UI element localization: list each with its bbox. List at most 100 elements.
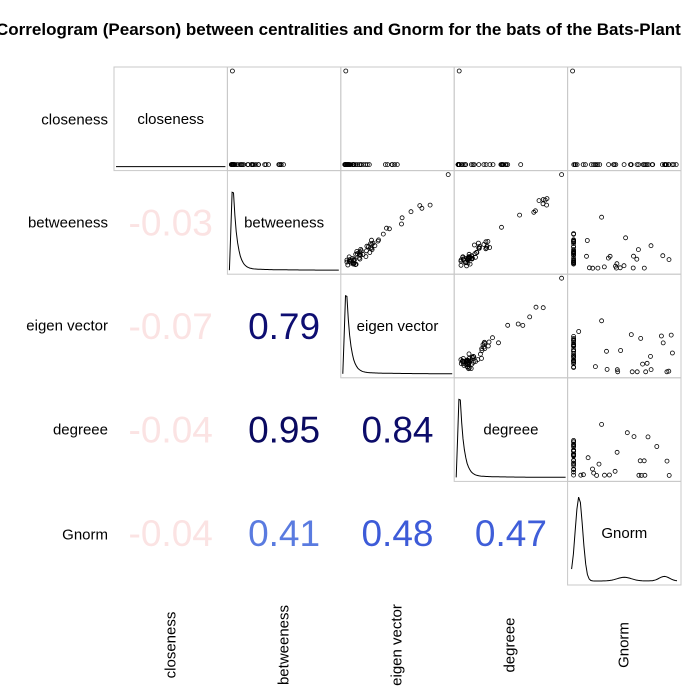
scatter-point-betweeness-gnorm <box>571 252 576 258</box>
scatter-point-eigen-vector-gnorm <box>634 369 640 375</box>
scatter-point-degreee-gnorm <box>614 449 620 455</box>
scatter-point-betweeness-eigen-vector <box>408 209 414 215</box>
scatter-point-closeness-gnorm <box>634 162 640 168</box>
density-curve-gnorm <box>571 496 678 582</box>
diagonal-label-betweeness: betweeness <box>244 214 324 231</box>
scatter-point-betweeness-eigen-vector <box>370 240 376 246</box>
scatter-point-eigen-vector-gnorm <box>648 353 653 359</box>
scatter-point-betweeness-gnorm <box>587 265 592 271</box>
scatter-point-closeness-betweeness <box>239 162 245 168</box>
scatter-point-closeness-eigen-vector <box>355 162 361 168</box>
scatter-point-closeness-eigen-vector <box>382 162 388 168</box>
scatter-point-closeness-degreee <box>476 162 482 168</box>
scatter-point-eigen-vector-gnorm <box>599 318 604 324</box>
scatter-point-eigen-vector-gnorm <box>571 355 576 361</box>
scatter-point-closeness-gnorm <box>570 68 575 74</box>
scatter-point-betweeness-degreee <box>559 172 564 178</box>
panel-closeness-gnorm <box>567 66 682 172</box>
scatter-point-betweeness-eigen-vector <box>358 252 364 258</box>
scatter-point-betweeness-degreee <box>536 198 542 204</box>
scatter-point-betweeness-eigen-vector <box>386 226 392 232</box>
scatter-point-degreee-gnorm <box>571 448 576 454</box>
correlation-value-gnorm-eigen-vector: 0.48 <box>361 513 433 554</box>
scatter-point-eigen-vector-degreee <box>466 361 472 367</box>
scatter-point-degreee-gnorm <box>631 434 637 440</box>
scatter-point-closeness-eigen-vector <box>356 162 362 168</box>
panel-closeness-betweeness <box>226 66 342 172</box>
scatter-point-closeness-eigen-vector <box>392 162 398 168</box>
scatter-point-closeness-gnorm <box>580 162 586 168</box>
correlation-value-eigen-vector-betweeness: 0.79 <box>248 306 320 347</box>
scatter-point-eigen-vector-gnorm <box>644 360 650 366</box>
scatter-point-eigen-vector-degreee <box>469 361 475 367</box>
scatter-point-degreee-gnorm <box>642 472 648 478</box>
scatter-point-closeness-betweeness <box>229 68 235 74</box>
scatter-point-eigen-vector-degreee <box>479 355 484 361</box>
scatter-point-closeness-gnorm <box>628 162 633 168</box>
scatter-point-closeness-gnorm <box>595 162 601 168</box>
scatter-point-eigen-vector-degreee <box>515 321 521 327</box>
scatter-point-betweeness-eigen-vector <box>346 258 352 264</box>
scatter-point-degreee-gnorm <box>624 430 630 436</box>
scatter-point-betweeness-degreee <box>462 260 468 266</box>
scatter-point-closeness-gnorm <box>662 162 668 168</box>
scatter-point-closeness-gnorm <box>611 162 617 168</box>
scatter-point-eigen-vector-gnorm <box>638 335 644 341</box>
scatter-point-eigen-vector-degreee <box>459 358 465 364</box>
scatter-point-betweeness-eigen-vector <box>417 203 423 209</box>
scatter-point-betweeness-degreee <box>475 240 481 246</box>
scatter-point-eigen-vector-degreee <box>466 351 472 357</box>
diagonal-label-closeness: closeness <box>137 111 204 128</box>
scatter-point-betweeness-eigen-vector <box>368 241 373 247</box>
scatter-point-eigen-vector-gnorm <box>576 329 582 334</box>
scatter-point-closeness-degreee <box>500 162 506 168</box>
scatter-point-betweeness-gnorm <box>571 239 576 245</box>
scatter-point-eigen-vector-gnorm <box>593 364 598 370</box>
scatter-point-closeness-betweeness <box>281 162 286 168</box>
scatter-point-closeness-betweeness <box>233 162 239 168</box>
correlation-value-degreee-closeness: -0.04 <box>129 410 213 451</box>
scatter-point-closeness-gnorm <box>613 162 619 168</box>
scatter-point-closeness-gnorm <box>583 162 588 168</box>
scatter-point-betweeness-gnorm <box>630 265 636 271</box>
scatter-point-closeness-eigen-vector <box>346 162 352 168</box>
scatter-point-eigen-vector-gnorm <box>618 348 623 353</box>
scatter-point-closeness-gnorm <box>669 162 675 168</box>
scatter-point-degreee-gnorm <box>571 443 576 449</box>
scatter-point-eigen-vector-degreee <box>469 354 475 360</box>
scatter-point-eigen-vector-degreee <box>477 351 483 357</box>
scatter-point-eigen-vector-degreee <box>559 275 564 281</box>
scatter-point-closeness-degreee <box>470 162 476 168</box>
scatter-point-closeness-degreee <box>461 162 467 168</box>
scatter-point-betweeness-gnorm <box>660 253 666 259</box>
scatter-point-eigen-vector-gnorm <box>643 369 649 375</box>
scatter-point-closeness-gnorm <box>573 162 578 168</box>
density-curve-eigen-vector <box>342 295 453 375</box>
scatter-point-betweeness-gnorm <box>590 265 596 271</box>
scatter-point-betweeness-eigen-vector <box>357 256 363 262</box>
scatter-point-closeness-degreee <box>468 162 474 168</box>
scatter-point-closeness-eigen-vector <box>389 162 395 168</box>
scatter-point-betweeness-gnorm <box>584 238 590 243</box>
scatter-point-closeness-gnorm <box>660 162 665 168</box>
scatter-point-closeness-gnorm <box>671 162 677 168</box>
scatter-point-betweeness-gnorm <box>666 257 672 263</box>
scatter-point-betweeness-eigen-vector <box>399 221 404 227</box>
scatter-point-eigen-vector-gnorm <box>659 333 664 339</box>
scatter-point-betweeness-degreee <box>467 261 473 267</box>
row-label-eigen-vector: eigen vector <box>26 317 108 335</box>
scatter-point-eigen-vector-gnorm <box>571 365 576 371</box>
scatter-point-eigen-vector-gnorm <box>660 340 666 346</box>
scatter-point-degreee-gnorm <box>602 472 607 478</box>
scatter-point-betweeness-eigen-vector <box>352 262 358 268</box>
scatter-point-eigen-vector-gnorm <box>628 332 634 338</box>
scatter-point-eigen-vector-degreee <box>460 356 466 361</box>
scatter-point-betweeness-eigen-vector <box>344 259 350 265</box>
scatter-point-eigen-vector-gnorm <box>615 369 621 375</box>
scatter-point-eigen-vector-degreee <box>527 314 533 320</box>
scatter-point-degreee-gnorm <box>571 462 576 468</box>
scatter-point-closeness-betweeness <box>229 162 235 168</box>
panel-degreee-gnorm <box>567 377 682 482</box>
scatter-point-betweeness-gnorm <box>595 265 601 271</box>
scatter-point-eigen-vector-degreee <box>520 322 526 328</box>
